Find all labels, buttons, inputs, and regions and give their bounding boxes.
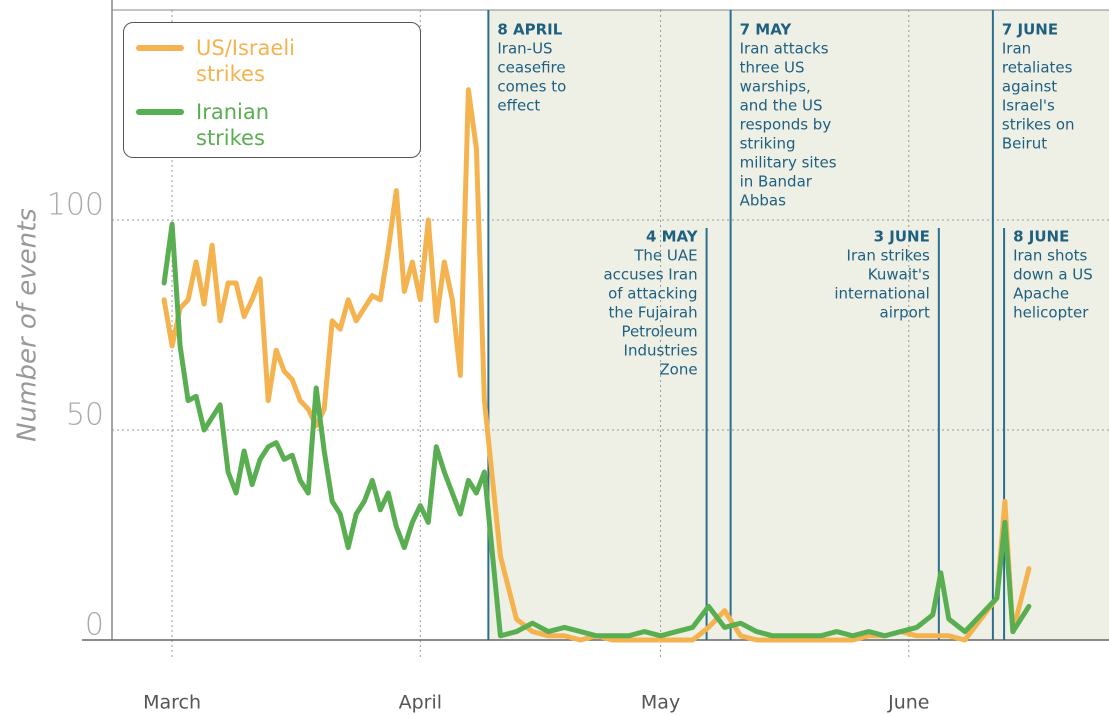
annotation-text: Beirut	[1002, 135, 1047, 153]
annotation-text: three US	[740, 59, 805, 77]
legend-swatch	[136, 45, 184, 51]
annotation-text: helicopter	[1013, 304, 1089, 322]
series-line	[161, 221, 1032, 639]
annotation-text: Petroleum	[621, 323, 697, 341]
annotation-text: ceasefire	[497, 59, 565, 77]
annotation-text: Iran shots	[1013, 247, 1087, 265]
annotation-text: Iran-US	[497, 40, 552, 58]
annotation-text: The UAE	[633, 247, 697, 265]
annotation-date: 7 MAY	[740, 21, 793, 39]
annotation-text: against	[1002, 78, 1057, 96]
annotation-text: Israel's	[1002, 97, 1055, 115]
annotation-text: Iran	[1002, 40, 1031, 58]
y-tick-label: 50	[66, 398, 104, 433]
legend-swatch	[136, 109, 184, 115]
annotation-text: responds by	[740, 116, 832, 134]
annotation-text: comes to	[497, 78, 566, 96]
annotation-date: 7 JUNE	[1002, 21, 1058, 39]
annotation-text: military sites	[740, 154, 837, 172]
annotation-text: Kuwait's	[868, 266, 930, 284]
annotation-date: 4 MAY	[646, 228, 699, 246]
annotation-text: Iran strikes	[847, 247, 930, 265]
annotation-text: in Bandar	[740, 173, 813, 191]
y-tick-label: 100	[47, 188, 104, 223]
legend-label: Iranian strikes	[196, 100, 270, 150]
annotation-text: down a US	[1013, 266, 1093, 284]
x-tick-label: March	[143, 692, 201, 714]
series-line	[161, 87, 1032, 643]
annotation-text: Industries	[624, 342, 698, 360]
annotation-text: and the US	[740, 97, 823, 115]
annotation-text: accuses Iran	[603, 266, 697, 284]
x-tick-label: May	[641, 692, 680, 714]
annotation-text: international	[834, 285, 929, 303]
annotation-text: striking	[740, 135, 796, 153]
legend-label: US/Israeli strikes	[196, 36, 296, 86]
annotation-date: 8 APRIL	[497, 21, 562, 39]
y-axis-label: Number of events	[13, 208, 43, 442]
y-tick-label: 0	[85, 608, 104, 643]
annotation-text: strikes on	[1002, 116, 1075, 134]
annotation-text: of attacking	[608, 285, 698, 303]
annotation-text: warships,	[740, 78, 811, 96]
annotation-text: Abbas	[740, 192, 786, 210]
annotation-date: 3 JUNE	[874, 228, 930, 246]
annotation-text: Zone	[659, 361, 697, 379]
annotation-text: airport	[880, 304, 930, 322]
legend: US/Israeli strikes Iranian strikes	[123, 22, 421, 158]
x-tick-label: June	[887, 692, 929, 714]
x-tick-label: April	[399, 692, 442, 714]
annotation-text: the Fujairah	[609, 304, 698, 322]
annotation-text: effect	[497, 97, 540, 115]
annotation-text: Apache	[1013, 285, 1069, 303]
annotation-date: 8 JUNE	[1013, 228, 1069, 246]
annotation-text: Iran attacks	[740, 40, 829, 58]
annotation-text: retaliates	[1002, 59, 1073, 77]
